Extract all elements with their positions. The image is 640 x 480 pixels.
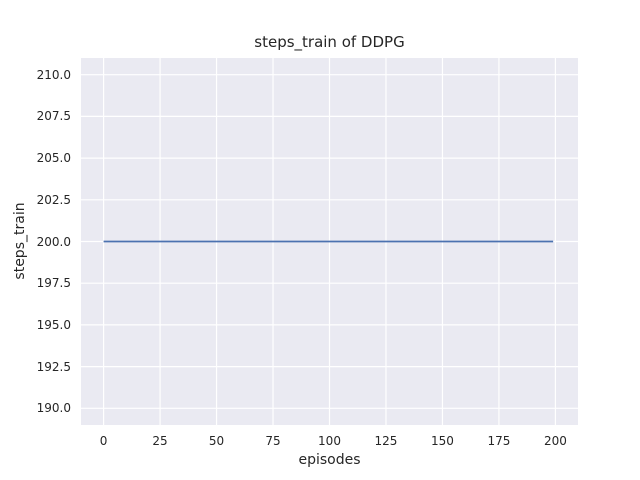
x-tick-label: 75 [265,434,281,448]
x-tick-label: 25 [152,434,168,448]
y-tick-label: 205.0 [36,151,71,166]
y-tick-label: 202.5 [36,192,71,207]
x-tick-label: 150 [431,434,454,448]
y-tick-label: 200.0 [36,234,71,249]
y-tick-label: 192.5 [36,359,71,374]
y-tick-label: 207.5 [36,109,71,124]
y-tick-label: 197.5 [36,276,71,291]
y-axis-label: steps_train [12,202,28,280]
x-axis-label: episodes [298,452,361,468]
plot-canvas [81,58,578,425]
x-tick-label: 200 [543,434,567,448]
x-tick-label: 0 [99,434,108,448]
x-tick-label: 100 [318,434,341,448]
x-tick-label: 50 [208,434,225,448]
chart-title: steps_train of DDPG [254,33,405,51]
y-tick-label: 190.0 [36,401,71,416]
plot-area [81,58,578,425]
y-tick-label: 195.0 [36,317,71,332]
x-tick-label: 175 [487,434,511,448]
y-tick-label: 210.0 [36,67,71,82]
x-tick-label: 125 [374,434,398,448]
